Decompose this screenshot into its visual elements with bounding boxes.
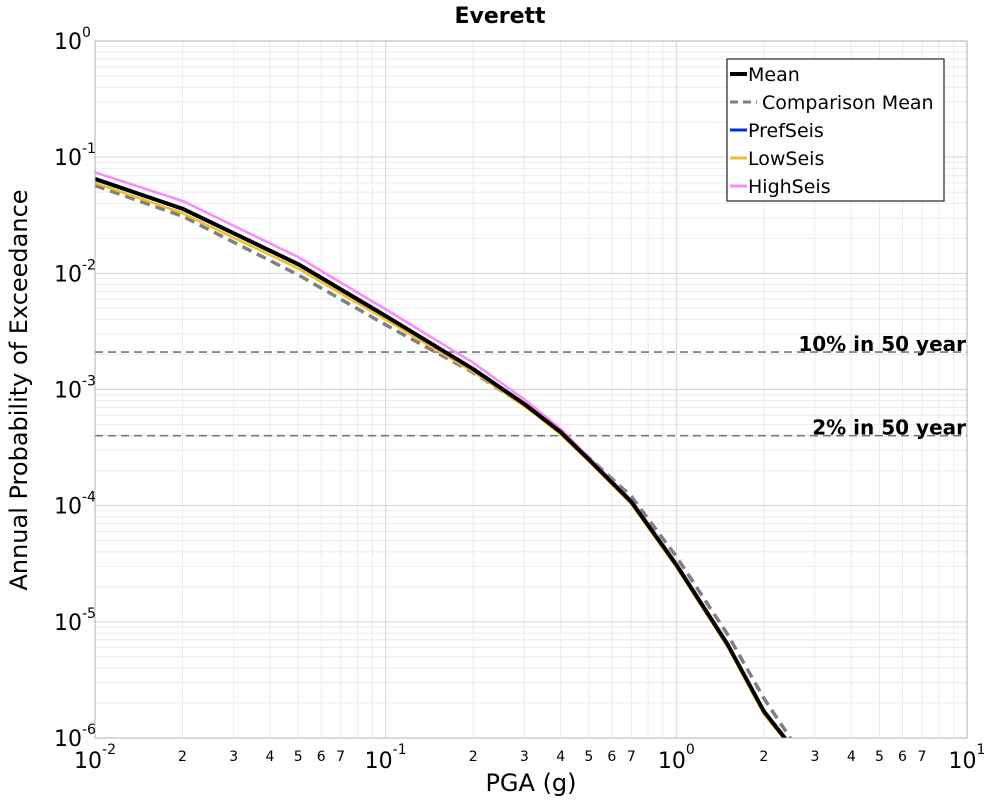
y-tick-label: 10-6 <box>54 722 96 752</box>
x-minor-tick-label: 7 <box>627 749 636 765</box>
reference-line-label: 2% in 50 year <box>812 416 966 440</box>
x-minor-tick-label: 6 <box>607 749 616 765</box>
legend-entry-label: Mean <box>748 64 800 86</box>
legend-entry-label: Comparison Mean <box>762 92 934 114</box>
plot-frame <box>94 40 968 739</box>
x-minor-tick-label: 7 <box>336 749 345 765</box>
series-lines <box>95 171 793 738</box>
series-line-mean <box>95 177 788 738</box>
x-minor-tick-label: 3 <box>811 749 820 765</box>
x-minor-tick-label: 4 <box>847 749 856 765</box>
y-tick-label: 10-2 <box>54 257 96 287</box>
x-minor-tick-label: 7 <box>918 749 927 765</box>
legend-box <box>726 58 945 202</box>
x-minor-tick-label: 2 <box>469 749 478 765</box>
chart-title: Everett <box>454 4 546 29</box>
x-minor-tick-label: 2 <box>178 749 187 765</box>
y-tick-label: 100 <box>54 25 91 55</box>
reference-lines: 10% in 50 year 2% in 50 year <box>95 332 967 440</box>
x-minor-tick-label: 5 <box>875 749 884 765</box>
x-axis-label: PGA (g) <box>485 769 576 797</box>
legend-entry-label: PrefSeis <box>748 120 824 142</box>
x-minor-tick-label: 6 <box>898 749 907 765</box>
legend-entry-label: HighSeis <box>748 176 831 198</box>
x-minor-tick-label: 3 <box>520 749 529 765</box>
x-tick-label: 10-2 <box>74 742 116 774</box>
legend-entry-label: LowSeis <box>748 148 824 170</box>
x-minor-tick-label: 4 <box>556 749 565 765</box>
x-tick-label: 100 <box>658 742 695 774</box>
x-minor-tick-label: 3 <box>229 749 238 765</box>
reference-line-label: 10% in 50 year <box>798 332 966 356</box>
y-tick-label: 10-4 <box>54 490 96 520</box>
y-axis-label: Annual Probability of Exceedance <box>5 189 33 590</box>
y-tick-label: 10-3 <box>54 374 96 404</box>
y-tick-labels: 10-6 10-5 10-4 10-3 10-2 10-1 100 <box>54 25 96 752</box>
x-minor-tick-label: 6 <box>317 749 326 765</box>
x-minor-tick-label: 5 <box>584 749 593 765</box>
y-tick-label: 10-1 <box>54 141 96 171</box>
x-minor-tick-label: 2 <box>759 749 768 765</box>
y-tick-label: 10-5 <box>54 606 96 636</box>
legend: Mean Comparison Mean PrefSeis LowSeis HighSe… <box>726 58 945 202</box>
x-minor-tick-label: 4 <box>266 749 275 765</box>
x-tick-label: 10-1 <box>365 742 407 774</box>
x-minor-tick-label: 5 <box>294 749 303 765</box>
x-tick-label: 101 <box>949 742 986 774</box>
